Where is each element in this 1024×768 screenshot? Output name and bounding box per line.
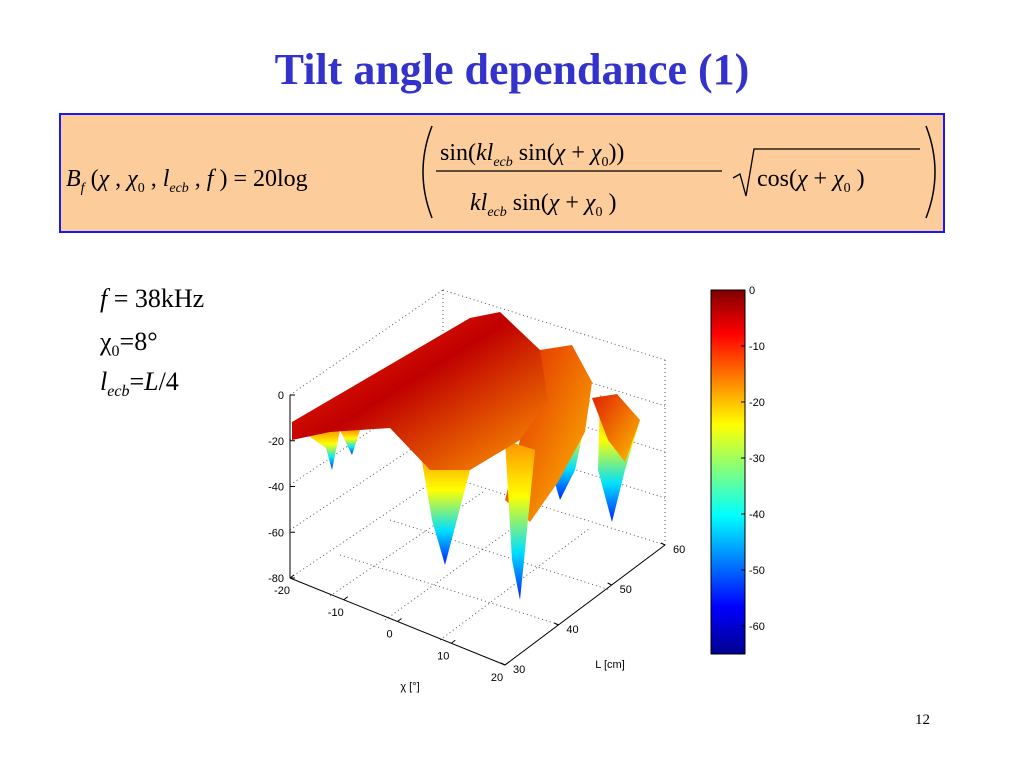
formula-denominator: klecb sin(χ + χ0 )	[470, 190, 616, 220]
parameters: f = 38kHz χ0=8° lecb=L/4	[99, 284, 204, 400]
colorbar-tick-label: -30	[749, 453, 765, 465]
chi-axis-label: χ [°]	[400, 681, 419, 693]
l-tick-label: 40	[566, 624, 578, 636]
z-tick-label: -40	[268, 482, 284, 494]
l-axis-label: L [cm]	[595, 659, 625, 671]
chi-tick-label: 10	[437, 650, 449, 662]
l-tick	[554, 622, 559, 626]
z-tick-label: -80	[268, 573, 284, 585]
colorbar-tick-label: -50	[749, 565, 765, 577]
colorbar	[710, 289, 746, 655]
formula: Bf (χ , χ0 , lecb , f ) = 20log sin(klec…	[66, 125, 936, 220]
colorbar-tick-label: -10	[749, 341, 765, 353]
formula-lhs: Bf (χ , χ0 , lecb , f ) = 20log	[66, 166, 308, 196]
parameter: χ0=8°	[99, 327, 158, 360]
page-number: 12	[915, 712, 930, 728]
l-tick-label: 60	[673, 544, 685, 556]
slide-title: Tilt angle dependance (1)	[275, 45, 750, 94]
l-tick	[500, 662, 506, 666]
parameter: f = 38kHz	[100, 284, 204, 313]
colorbar-tick-label: -60	[749, 621, 765, 633]
z-tick-label: -60	[268, 527, 284, 539]
surface	[292, 312, 640, 600]
z-tick-label: -20	[268, 436, 284, 448]
l-tick-label: 50	[620, 584, 632, 596]
formula-root: cos(χ + χ0 )	[757, 166, 865, 196]
l-tick-label: 30	[513, 664, 525, 676]
chi-tick-label: 0	[386, 629, 392, 641]
chi-tick	[397, 618, 402, 622]
formula-numerator: sin(klecb sin(χ + χ0))	[440, 140, 624, 170]
formula-box	[59, 113, 945, 233]
chi-tick-label: -10	[328, 607, 344, 619]
z-tick-label: 0	[278, 390, 284, 402]
colorbar-tick-label: -40	[749, 509, 765, 521]
colorbar-tick-label: -20	[749, 397, 765, 409]
chi-tick-label: 20	[491, 672, 503, 684]
chi-tick	[289, 574, 295, 579]
colorbar-tick-label: 0	[749, 285, 755, 297]
l-tick	[660, 542, 666, 546]
chi-tick-label: -20	[274, 585, 290, 597]
chi-tick	[343, 596, 349, 601]
parameter: lecb=L/4	[100, 367, 179, 400]
surface-plot	[289, 289, 746, 666]
chi-tick	[504, 661, 510, 666]
l-tick	[607, 582, 612, 586]
chi-tick	[450, 639, 456, 644]
